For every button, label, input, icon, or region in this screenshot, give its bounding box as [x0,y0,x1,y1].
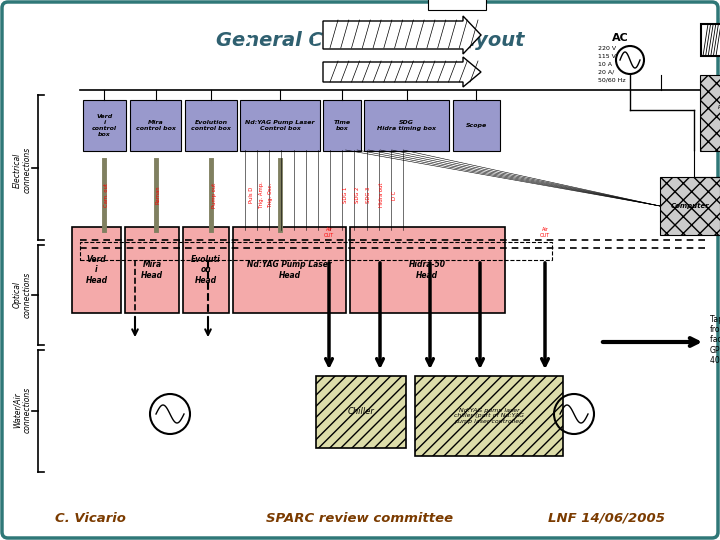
Text: Hidra out: Hidra out [379,183,384,207]
Bar [130,100,181,151]
Text: Computer: Computer [670,203,709,209]
Text: Mira
Head: Mira Head [141,260,163,280]
Text: Nd:YAG Pump Laser
Head: Nd:YAG Pump Laser Head [247,260,332,280]
Text: Evolution
control box: Evolution control box [191,120,231,131]
Bar [80,242,552,260]
Text: Hidra-50
Head: Hidra-50 Head [409,260,446,280]
Text: Cam. out: Cam. out [104,183,109,207]
Bar [183,227,229,313]
Text: Remote
motor
control: Remote motor control [719,105,720,122]
Text: Verd
i
control
box: Verd i control box [92,114,117,137]
Text: SDG 1: SDG 1 [343,187,348,203]
Text: Nd:YAG Pump Laser
Control box: Nd:YAG Pump Laser Control box [246,120,315,131]
Text: Scope: Scope [466,123,487,128]
Text: Mira
control box: Mira control box [135,120,176,131]
Text: 50/60 Hz: 50/60 Hz [598,78,626,83]
FancyArrow shape [323,16,481,54]
Text: Puls D: Puls D [250,187,254,203]
Text: Electrical
connections: Electrical connections [12,147,32,193]
FancyArrow shape [323,57,481,87]
Text: Pump out: Pump out [212,183,217,207]
Text: C. Vicario: C. Vicario [55,511,126,524]
FancyArrow shape [701,18,720,62]
Bar [233,227,346,313]
Text: Nd:YAG pump laser
chiller (part of Nd:YAG
pump laser controller): Nd:YAG pump laser chiller (part of Nd:YA… [454,408,524,424]
Bar [364,100,449,151]
Text: 220 V: 220 V [598,45,616,51]
Text: Verd
i
Head: Verd i Head [86,255,107,285]
Text: Raman: Raman [156,186,161,204]
Bar [72,227,121,313]
Text: SDG 2: SDG 2 [355,187,359,203]
Text: 115 V/: 115 V/ [598,53,618,58]
Bar [453,100,500,151]
Text: 10 A: 10 A [598,62,612,66]
Bar [700,75,720,151]
Bar [415,376,563,456]
Text: 20 A/: 20 A/ [598,70,614,75]
Text: Trig. Osc.: Trig. Osc. [269,183,273,207]
Text: SDG 3: SDG 3 [366,187,371,203]
Bar [240,100,320,151]
Text: SDG
Hidra timing box: SDG Hidra timing box [377,120,436,131]
Text: D C: D C [392,191,397,200]
Text: Air
OUT: Air OUT [540,227,550,238]
Text: LNF 14/06/2005: LNF 14/06/2005 [548,511,665,524]
Text: SPARC review committee: SPARC review committee [266,511,454,524]
Bar [660,177,720,235]
Text: AC: AC [611,33,629,43]
Text: Optical
connections: Optical connections [12,272,32,318]
Bar [83,100,126,151]
Bar [316,376,406,448]
Bar [185,100,237,151]
Bar [125,227,179,313]
Text: Water/Air
connections: Water/Air connections [12,387,32,433]
Text: General Connections Layout: General Connections Layout [216,30,524,50]
Bar [323,100,361,151]
Text: Trig. Amp.: Trig. Amp. [259,181,264,208]
Bar [350,227,505,313]
Text: Air
OUT: Air OUT [324,227,334,238]
Text: Tap water
from
facility: 2
GPM/min,
40 psi.: Tap water from facility: 2 GPM/min, 40 p… [710,315,720,365]
Text: Time
box: Time box [333,120,351,131]
Text: Evoluti
on
Head: Evoluti on Head [191,255,221,285]
Text: Chiller: Chiller [348,408,374,416]
Bar [428,0,486,10]
